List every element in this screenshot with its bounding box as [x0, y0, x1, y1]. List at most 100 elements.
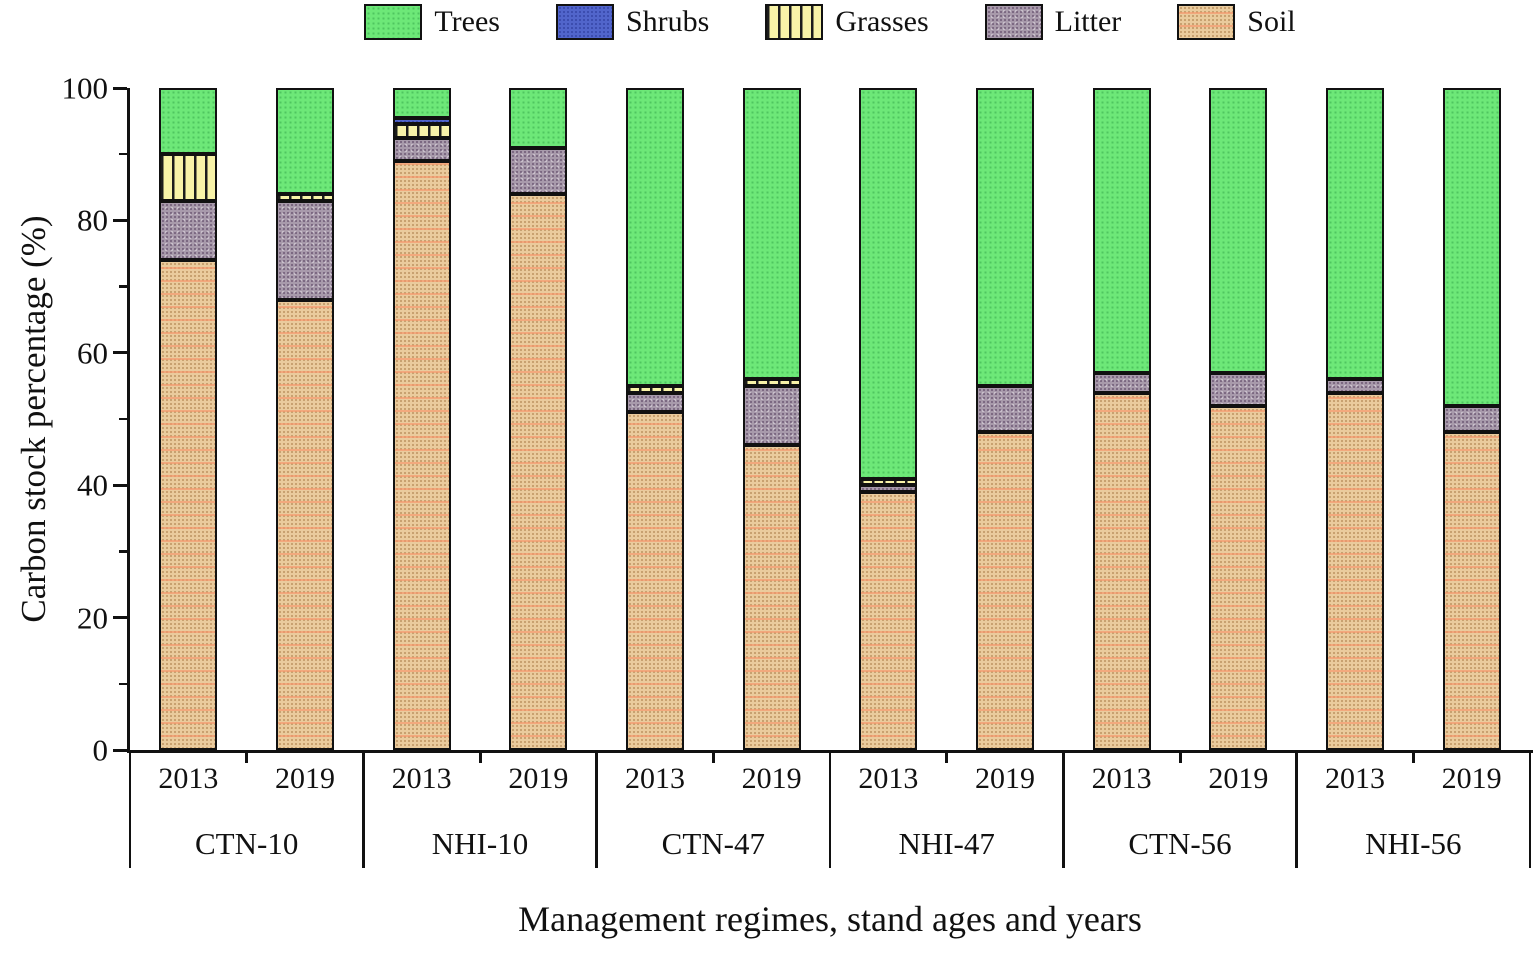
- legend-label-trees: Trees: [434, 5, 500, 38]
- segment-NHI-10-2013-soil: [392, 160, 451, 750]
- group-center-tick-CTN-56: [1178, 750, 1182, 763]
- year-label-CTN-10-2019: 2019: [275, 762, 335, 795]
- bar-CTN-10-2019: [276, 88, 334, 750]
- group-center-tick-CTN-47: [711, 750, 715, 763]
- y-major-tick-20: [113, 616, 127, 620]
- segment-NHI-10-2013-shrubs: [392, 117, 451, 125]
- bar-CTN-10-2013: [159, 88, 218, 750]
- group-label-CTN-56: CTN-56: [1128, 826, 1232, 861]
- segment-CTN-47-2019-grasses: [742, 379, 801, 386]
- segment-NHI-56-2013-soil: [1326, 392, 1384, 750]
- year-label-NHI-56-2019: 2019: [1441, 762, 1502, 795]
- segment-NHI-47-2019-trees: [976, 88, 1034, 386]
- group-label-NHI-56: NHI-56: [1365, 826, 1462, 861]
- bar-CTN-56-2013: [1092, 88, 1151, 750]
- year-label-CTN-47-2013: 2013: [625, 762, 685, 795]
- segment-NHI-56-2019-trees: [1442, 88, 1501, 406]
- segment-CTN-47-2013-soil: [626, 412, 684, 750]
- segment-NHI-47-2013-litter: [859, 485, 918, 492]
- y-tick-label-0: 0: [92, 732, 109, 768]
- y-major-tick-100: [113, 86, 127, 90]
- segment-CTN-47-2019-litter: [742, 385, 801, 446]
- year-label-CTN-10-2013: 2013: [158, 762, 219, 795]
- segment-NHI-10-2019-trees: [509, 88, 568, 148]
- group-center-tick-CTN-10: [245, 750, 249, 763]
- y-tick-label-60: 60: [77, 335, 108, 371]
- bar-CTN-56-2019: [1209, 88, 1268, 750]
- legend-swatch-litter: [984, 4, 1043, 40]
- segment-CTN-10-2013-trees: [159, 88, 218, 155]
- segment-CTN-47-2019-trees: [742, 88, 801, 380]
- segment-NHI-10-2019-soil: [509, 193, 568, 750]
- legend-swatch-shrubs: [555, 4, 614, 40]
- y-major-tick-40: [113, 483, 127, 487]
- y-minor-tick-90: [119, 152, 127, 156]
- segment-CTN-56-2013-trees: [1092, 88, 1151, 373]
- group-label-CTN-47: CTN-47: [661, 826, 765, 861]
- segment-CTN-47-2013-litter: [626, 392, 684, 413]
- legend: Trees Shrubs Grasses Litter Soil: [130, 4, 1530, 40]
- year-label-CTN-56-2019: 2019: [1208, 762, 1269, 795]
- y-major-tick-80: [113, 218, 127, 222]
- group-divider-2: [595, 750, 598, 868]
- legend-label-shrubs: Shrubs: [625, 5, 710, 38]
- y-major-tick-60: [113, 351, 127, 355]
- legend-item-grasses: Grasses: [765, 4, 929, 40]
- segment-CTN-10-2013-grasses: [159, 154, 218, 201]
- segment-CTN-47-2013-trees: [626, 88, 684, 386]
- y-minor-tick-30: [119, 550, 127, 553]
- legend-swatch-grasses: [765, 4, 824, 40]
- segment-CTN-47-2019-soil: [742, 445, 801, 750]
- bar-NHI-56-2013: [1326, 88, 1384, 750]
- y-minor-tick-70: [119, 285, 127, 288]
- plot-area: 0 20 40 60 80 100 2013 2019 CTN-10 2013 2019 NHI-10…: [62, 73, 1533, 868]
- year-label-NHI-47-2013: 2013: [858, 762, 919, 795]
- year-label-CTN-56-2013: 2013: [1091, 762, 1152, 795]
- segment-CTN-56-2019-soil: [1209, 405, 1268, 750]
- segment-NHI-56-2019-litter: [1442, 405, 1501, 433]
- year-label-NHI-47-2019: 2019: [975, 762, 1035, 795]
- group-divider-0: [128, 750, 132, 868]
- bar-NHI-47-2013: [859, 88, 918, 750]
- y-major-tick-0: [113, 748, 127, 752]
- y-tick-label-80: 80: [77, 202, 108, 238]
- group-divider-1: [362, 750, 365, 868]
- group-label-NHI-10: NHI-10: [431, 826, 529, 861]
- segment-NHI-47-2013-soil: [859, 491, 918, 750]
- segment-CTN-10-2013-litter: [159, 200, 218, 261]
- segment-NHI-47-2019-litter: [976, 385, 1034, 433]
- group-label-CTN-10: CTN-10: [195, 826, 299, 861]
- segment-NHI-10-2013-grasses: [392, 124, 451, 138]
- year-label-NHI-10-2013: 2013: [391, 762, 452, 795]
- y-minor-tick-50: [119, 417, 127, 421]
- y-tick-label-20: 20: [77, 600, 108, 636]
- legend-item-litter: Litter: [984, 4, 1121, 40]
- legend-item-soil: Soil: [1177, 4, 1296, 40]
- segment-NHI-10-2013-trees: [392, 88, 451, 118]
- bar-NHI-47-2019: [976, 88, 1034, 750]
- group-divider-4: [1062, 750, 1065, 868]
- segment-NHI-56-2019-soil: [1442, 432, 1501, 750]
- segment-CTN-10-2019-soil: [276, 299, 334, 750]
- segment-CTN-10-2013-soil: [159, 260, 218, 750]
- group-center-tick-NHI-56: [1411, 750, 1415, 763]
- segment-CTN-56-2019-trees: [1209, 88, 1268, 373]
- legend-label-soil: Soil: [1247, 5, 1296, 38]
- segment-NHI-47-2013-grasses: [859, 478, 918, 486]
- group-divider-5: [1295, 750, 1298, 868]
- y-tick-label-100: 100: [61, 70, 109, 106]
- bar-CTN-47-2019: [742, 88, 801, 750]
- segment-CTN-56-2013-soil: [1092, 392, 1151, 750]
- segment-CTN-56-2013-litter: [1092, 372, 1151, 393]
- y-tick-label-40: 40: [77, 467, 108, 503]
- segment-CTN-56-2019-litter: [1209, 372, 1268, 406]
- segment-NHI-47-2019-soil: [976, 432, 1034, 750]
- legend-label-grasses: Grasses: [835, 5, 929, 38]
- segment-CTN-47-2013-grasses: [626, 385, 684, 393]
- y-axis-spine: [127, 88, 130, 753]
- segment-NHI-10-2019-litter: [509, 147, 568, 194]
- segment-CTN-10-2019-litter: [276, 200, 334, 300]
- y-minor-tick-10: [119, 682, 127, 686]
- y-axis-title: Carbon stock percentage (%): [14, 215, 53, 623]
